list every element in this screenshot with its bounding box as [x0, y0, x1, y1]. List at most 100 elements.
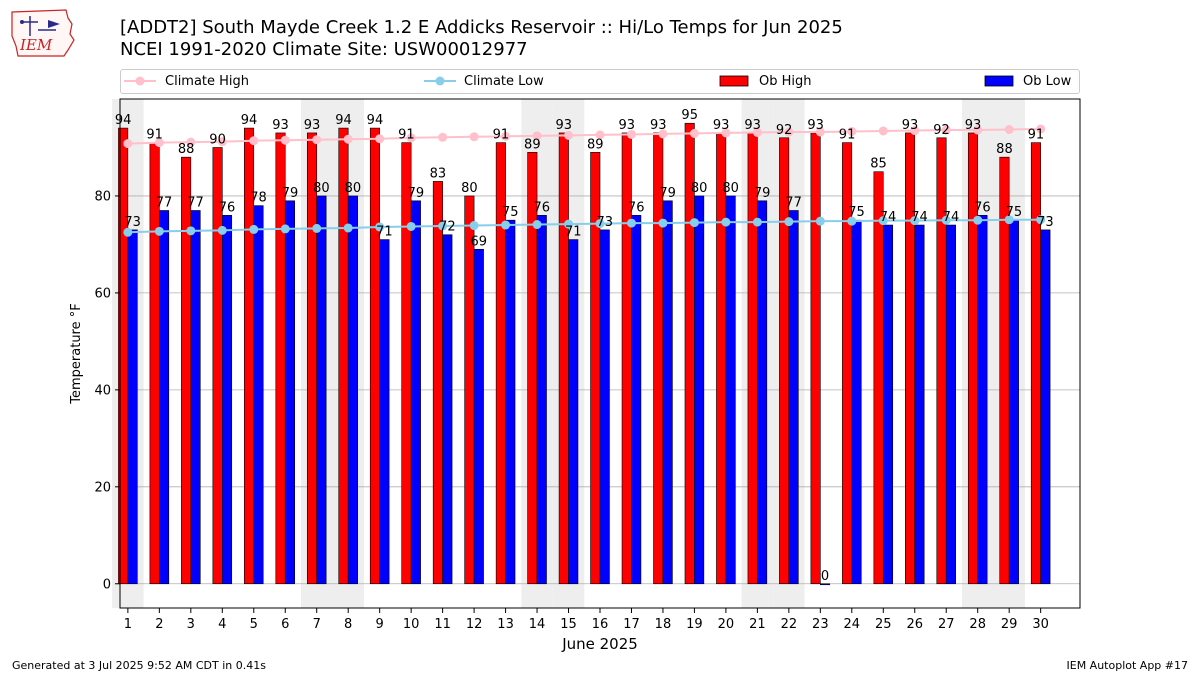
ob-low-value-label: 0 — [821, 569, 829, 584]
ob-high-value-label: 95 — [681, 108, 698, 123]
x-tick-label: 25 — [875, 617, 892, 632]
ob-low-bar — [851, 219, 862, 585]
climate-low-point — [564, 219, 574, 229]
climate-high-point — [658, 129, 668, 139]
x-tick-label: 18 — [655, 617, 672, 632]
climate-low-point — [154, 226, 164, 236]
x-tick-label: 4 — [218, 617, 226, 632]
climate-low-point — [1004, 215, 1014, 225]
ob-low-bar — [505, 219, 516, 585]
ob-high-value-label: 89 — [587, 137, 604, 152]
climate-low-point — [941, 215, 951, 225]
ob-high-bar — [464, 195, 475, 585]
ob-high-value-label: 93 — [807, 118, 824, 133]
ob-high-value-label: 91 — [493, 128, 510, 143]
x-tick-label: 15 — [560, 617, 577, 632]
climate-low-point — [1036, 215, 1046, 225]
climate-high-point — [815, 127, 825, 137]
climate-high-point — [878, 126, 888, 136]
y-tick-label: 80 — [94, 189, 111, 204]
climate-high-point — [217, 137, 227, 147]
x-tick-label: 16 — [592, 617, 609, 632]
climate-high-point — [941, 125, 951, 135]
climate-high-point — [343, 134, 353, 144]
ob-high-value-label: 94 — [115, 113, 132, 128]
ob-low-bar — [631, 215, 642, 585]
climate-high-point — [375, 134, 385, 144]
ob-high-value-label: 93 — [304, 118, 321, 133]
ob-low-bar — [662, 200, 673, 585]
ob-high-bar — [873, 171, 884, 585]
ob-low-value-label: 73 — [596, 215, 613, 230]
x-tick-label: 3 — [187, 617, 195, 632]
x-tick-label: 10 — [403, 617, 420, 632]
ob-high-value-label: 93 — [713, 118, 730, 133]
generated-timestamp: Generated at 3 Jul 2025 9:52 AM CDT in 0… — [12, 659, 266, 672]
climate-low-point — [721, 217, 731, 227]
climate-low-point — [595, 219, 605, 229]
ob-low-value-label: 80 — [691, 181, 708, 196]
ob-low-bar — [536, 215, 547, 585]
ob-high-value-label: 94 — [335, 113, 352, 128]
climate-high-point — [438, 132, 448, 142]
ob-low-bar — [882, 224, 894, 585]
climate-high-point — [154, 138, 164, 148]
ob-low-value-label: 76 — [533, 200, 550, 215]
ob-high-value-label: 94 — [241, 113, 258, 128]
ob-low-bar — [725, 195, 736, 585]
ob-high-bar — [527, 152, 538, 585]
ob-high-value-label: 93 — [965, 118, 982, 133]
x-tick-label: 29 — [1001, 617, 1018, 632]
climate-low-point — [469, 221, 479, 231]
ob-high-value-label: 93 — [744, 118, 761, 133]
ob-high-value-label: 80 — [461, 181, 478, 196]
x-tick-label: 8 — [344, 617, 352, 632]
ob-low-value-label: 78 — [250, 191, 267, 206]
ob-low-bar — [694, 195, 705, 585]
ob-high-value-label: 83 — [430, 166, 447, 181]
ob-low-bar — [820, 583, 831, 586]
x-tick-label: 6 — [281, 617, 289, 632]
x-tick-label: 12 — [466, 617, 483, 632]
iem-logo-text: IEM — [19, 36, 53, 54]
climate-high-point — [1036, 124, 1046, 134]
ob-low-value-label: 77 — [187, 195, 204, 210]
ob-low-bar — [442, 234, 453, 585]
climate-low-point — [532, 220, 542, 230]
ob-low-value-label: 79 — [408, 186, 425, 201]
ob-low-value-label: 79 — [282, 186, 299, 201]
ob-low-value-label: 73 — [124, 215, 141, 230]
x-tick-label: 2 — [155, 617, 163, 632]
ob-low-bar — [159, 210, 170, 585]
y-tick-label: 40 — [94, 383, 111, 398]
x-tick-label: 24 — [844, 617, 861, 632]
ob-high-value-label: 92 — [933, 123, 950, 138]
ob-low-value-label: 80 — [722, 181, 739, 196]
ob-low-value-label: 71 — [565, 225, 582, 240]
ob-low-bar — [1008, 219, 1019, 585]
ob-high-value-label: 91 — [839, 128, 856, 143]
climate-high-line — [127, 128, 1041, 145]
app-credit: IEM Autoplot App #17 — [1066, 659, 1189, 672]
ob-low-value-label: 77 — [156, 195, 173, 210]
ob-high-value-label: 94 — [367, 113, 384, 128]
x-tick-label: 23 — [812, 617, 829, 632]
ob-high-value-label: 88 — [996, 142, 1013, 157]
ob-high-value-label: 93 — [902, 118, 919, 133]
climate-low-point — [784, 217, 794, 227]
ob-high-value-label: 93 — [556, 118, 573, 133]
ob-high-value-label: 91 — [398, 128, 415, 143]
ob-low-value-label: 73 — [1037, 215, 1054, 230]
x-tick-label: 26 — [906, 617, 923, 632]
ob-low-value-label: 80 — [313, 181, 330, 196]
legend-ob-low-marker — [984, 75, 1014, 87]
ob-low-bar — [788, 210, 799, 585]
climate-high-point — [721, 128, 731, 138]
climate-low-point — [501, 220, 511, 230]
ob-low-bar — [757, 200, 768, 585]
x-tick-label: 19 — [686, 617, 703, 632]
ob-low-value-label: 76 — [628, 200, 645, 215]
climate-low-point — [312, 223, 322, 233]
x-tick-label: 1 — [124, 617, 132, 632]
